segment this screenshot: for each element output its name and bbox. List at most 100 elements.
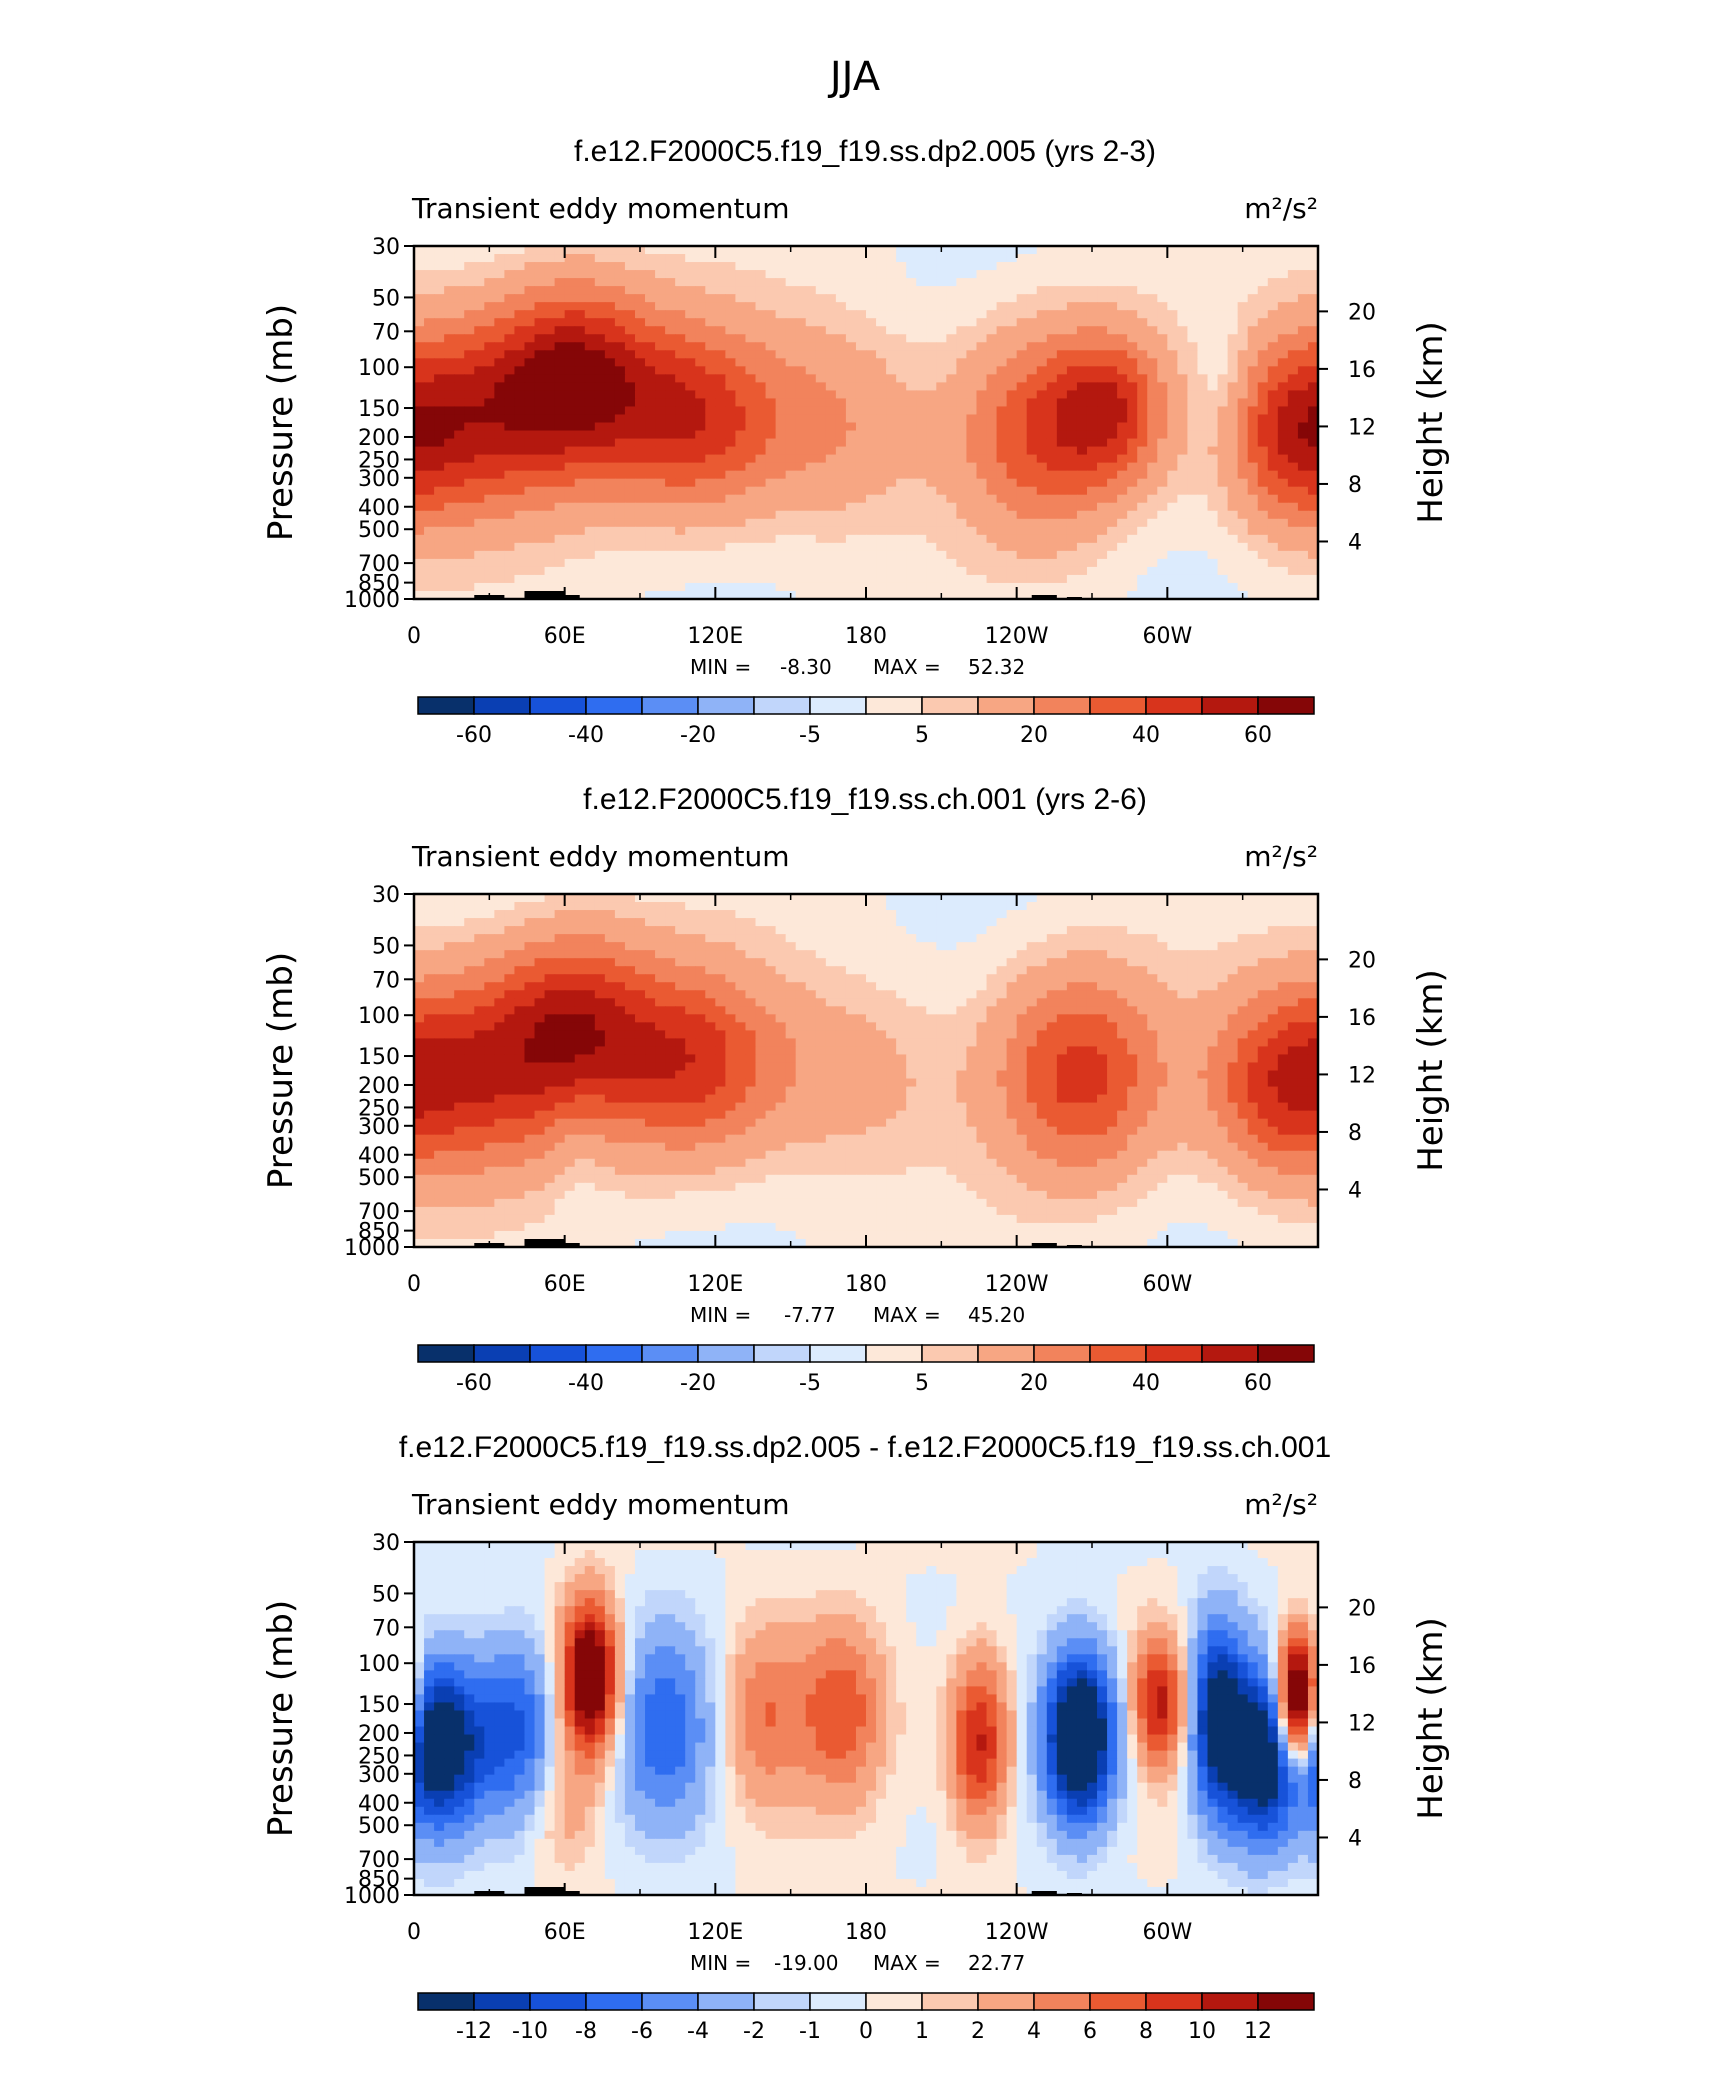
heatmap-cell xyxy=(414,454,425,464)
heatmap-cell xyxy=(424,526,435,536)
heatmap-cell xyxy=(584,246,596,255)
heatmap-cell xyxy=(845,526,857,536)
heatmap-cell xyxy=(1107,558,1118,568)
heatmap-cell xyxy=(1217,326,1229,335)
heatmap-cell xyxy=(614,526,626,536)
heatmap-cell xyxy=(454,902,465,911)
heatmap-cell xyxy=(564,550,576,560)
heatmap-cell xyxy=(976,326,988,335)
heatmap-cell xyxy=(1016,966,1028,975)
heatmap-cell xyxy=(976,470,988,480)
x-tick-label: 60W xyxy=(1142,624,1192,649)
heatmap-cell xyxy=(1287,918,1299,927)
heatmap-cell xyxy=(1237,566,1249,576)
heatmap-cell xyxy=(715,958,726,967)
heatmap-cell xyxy=(1207,342,1219,351)
heatmap-cell xyxy=(1197,334,1209,343)
heatmap-cell xyxy=(434,502,445,512)
heatmap-cell xyxy=(835,310,847,319)
heatmap-cell xyxy=(1167,950,1178,959)
heatmap-cell xyxy=(896,950,907,959)
heatmap-cell xyxy=(1107,246,1118,255)
heatmap-cell xyxy=(1056,366,1068,375)
heatmap-cell xyxy=(564,422,576,432)
heatmap-cell xyxy=(604,462,616,472)
heatmap-cell xyxy=(1217,422,1229,432)
heatmap-cell xyxy=(986,558,998,568)
heatmap-cell xyxy=(835,382,847,392)
heatmap-cell xyxy=(1237,406,1249,416)
heatmap-cell xyxy=(1086,918,1098,927)
heatmap-cell xyxy=(735,574,747,584)
heatmap-cell xyxy=(574,438,586,448)
heatmap-cell xyxy=(946,574,957,584)
heatmap-cell xyxy=(1026,318,1038,327)
y-tick-label: 250 xyxy=(358,448,400,473)
heatmap-cell xyxy=(926,910,937,919)
heatmap-cell xyxy=(594,406,606,416)
heatmap-cell xyxy=(655,358,666,367)
heatmap-cell xyxy=(966,462,978,472)
heatmap-cell xyxy=(705,550,716,560)
heatmap-cell xyxy=(775,286,787,295)
heatmap-cell xyxy=(1227,470,1239,480)
heatmap-cell xyxy=(996,446,1008,456)
heatmap-cell xyxy=(785,582,797,592)
heatmap-cell xyxy=(514,382,526,392)
heatmap-cell xyxy=(544,254,556,263)
heatmap-cell xyxy=(755,470,767,480)
heatmap-cell xyxy=(524,566,536,576)
heatmap-cell xyxy=(785,446,797,456)
heatmap-cell xyxy=(1187,446,1199,456)
heatmap-cell xyxy=(1207,470,1219,480)
heatmap-cell xyxy=(544,502,556,512)
heatmap-cell xyxy=(424,246,435,255)
heatmap-cell xyxy=(1177,254,1189,263)
heatmap-cell xyxy=(524,446,536,456)
heatmap-cell xyxy=(916,958,927,967)
heatmap-cell xyxy=(645,342,656,351)
heatmap-cell xyxy=(594,486,606,496)
heatmap-cell xyxy=(645,934,656,943)
heatmap-cell xyxy=(966,366,978,375)
heatmap-cell xyxy=(866,950,877,959)
heatmap-cell xyxy=(514,518,526,528)
heatmap-cell xyxy=(424,958,435,967)
heatmap-cell xyxy=(1297,958,1309,967)
heatmap-cell xyxy=(1127,398,1138,408)
heatmap-cell xyxy=(675,398,686,408)
heatmap-cell xyxy=(514,550,526,560)
heatmap-cell xyxy=(916,502,927,512)
heatmap-cell xyxy=(986,350,998,359)
heatmap-cell xyxy=(534,934,546,943)
heatmap-cell xyxy=(1237,582,1249,592)
heatmap-cell xyxy=(564,934,576,943)
heatmap-cell xyxy=(524,438,536,448)
heatmap-cell xyxy=(655,382,666,392)
heatmap-cell xyxy=(524,550,536,560)
heatmap-cell xyxy=(866,374,877,383)
heatmap-cell xyxy=(966,470,978,480)
heatmap-cell xyxy=(675,374,686,383)
heatmap-cell xyxy=(604,350,616,359)
heatmap-cell xyxy=(1127,302,1138,311)
heatmap-cell xyxy=(1257,366,1269,375)
heatmap-cell xyxy=(424,382,435,392)
heatmap-cell xyxy=(604,550,616,560)
heatmap-cell xyxy=(1066,358,1078,367)
heatmap-cell xyxy=(494,942,505,951)
heatmap-cell xyxy=(755,438,767,448)
heatmap-cell xyxy=(956,574,968,584)
heatmap-cell xyxy=(906,270,917,279)
heatmap-cell xyxy=(1107,926,1118,935)
heatmap-cell xyxy=(715,382,726,392)
heatmap-cell xyxy=(735,438,747,448)
heatmap-cell xyxy=(735,494,747,504)
heatmap-cell xyxy=(1117,558,1128,568)
colorbar-box xyxy=(1257,696,1315,715)
heatmap-cell xyxy=(1277,918,1289,927)
heatmap-cell xyxy=(775,950,787,959)
heatmap-cell xyxy=(1297,294,1309,303)
heatmap-cell xyxy=(1157,278,1168,287)
